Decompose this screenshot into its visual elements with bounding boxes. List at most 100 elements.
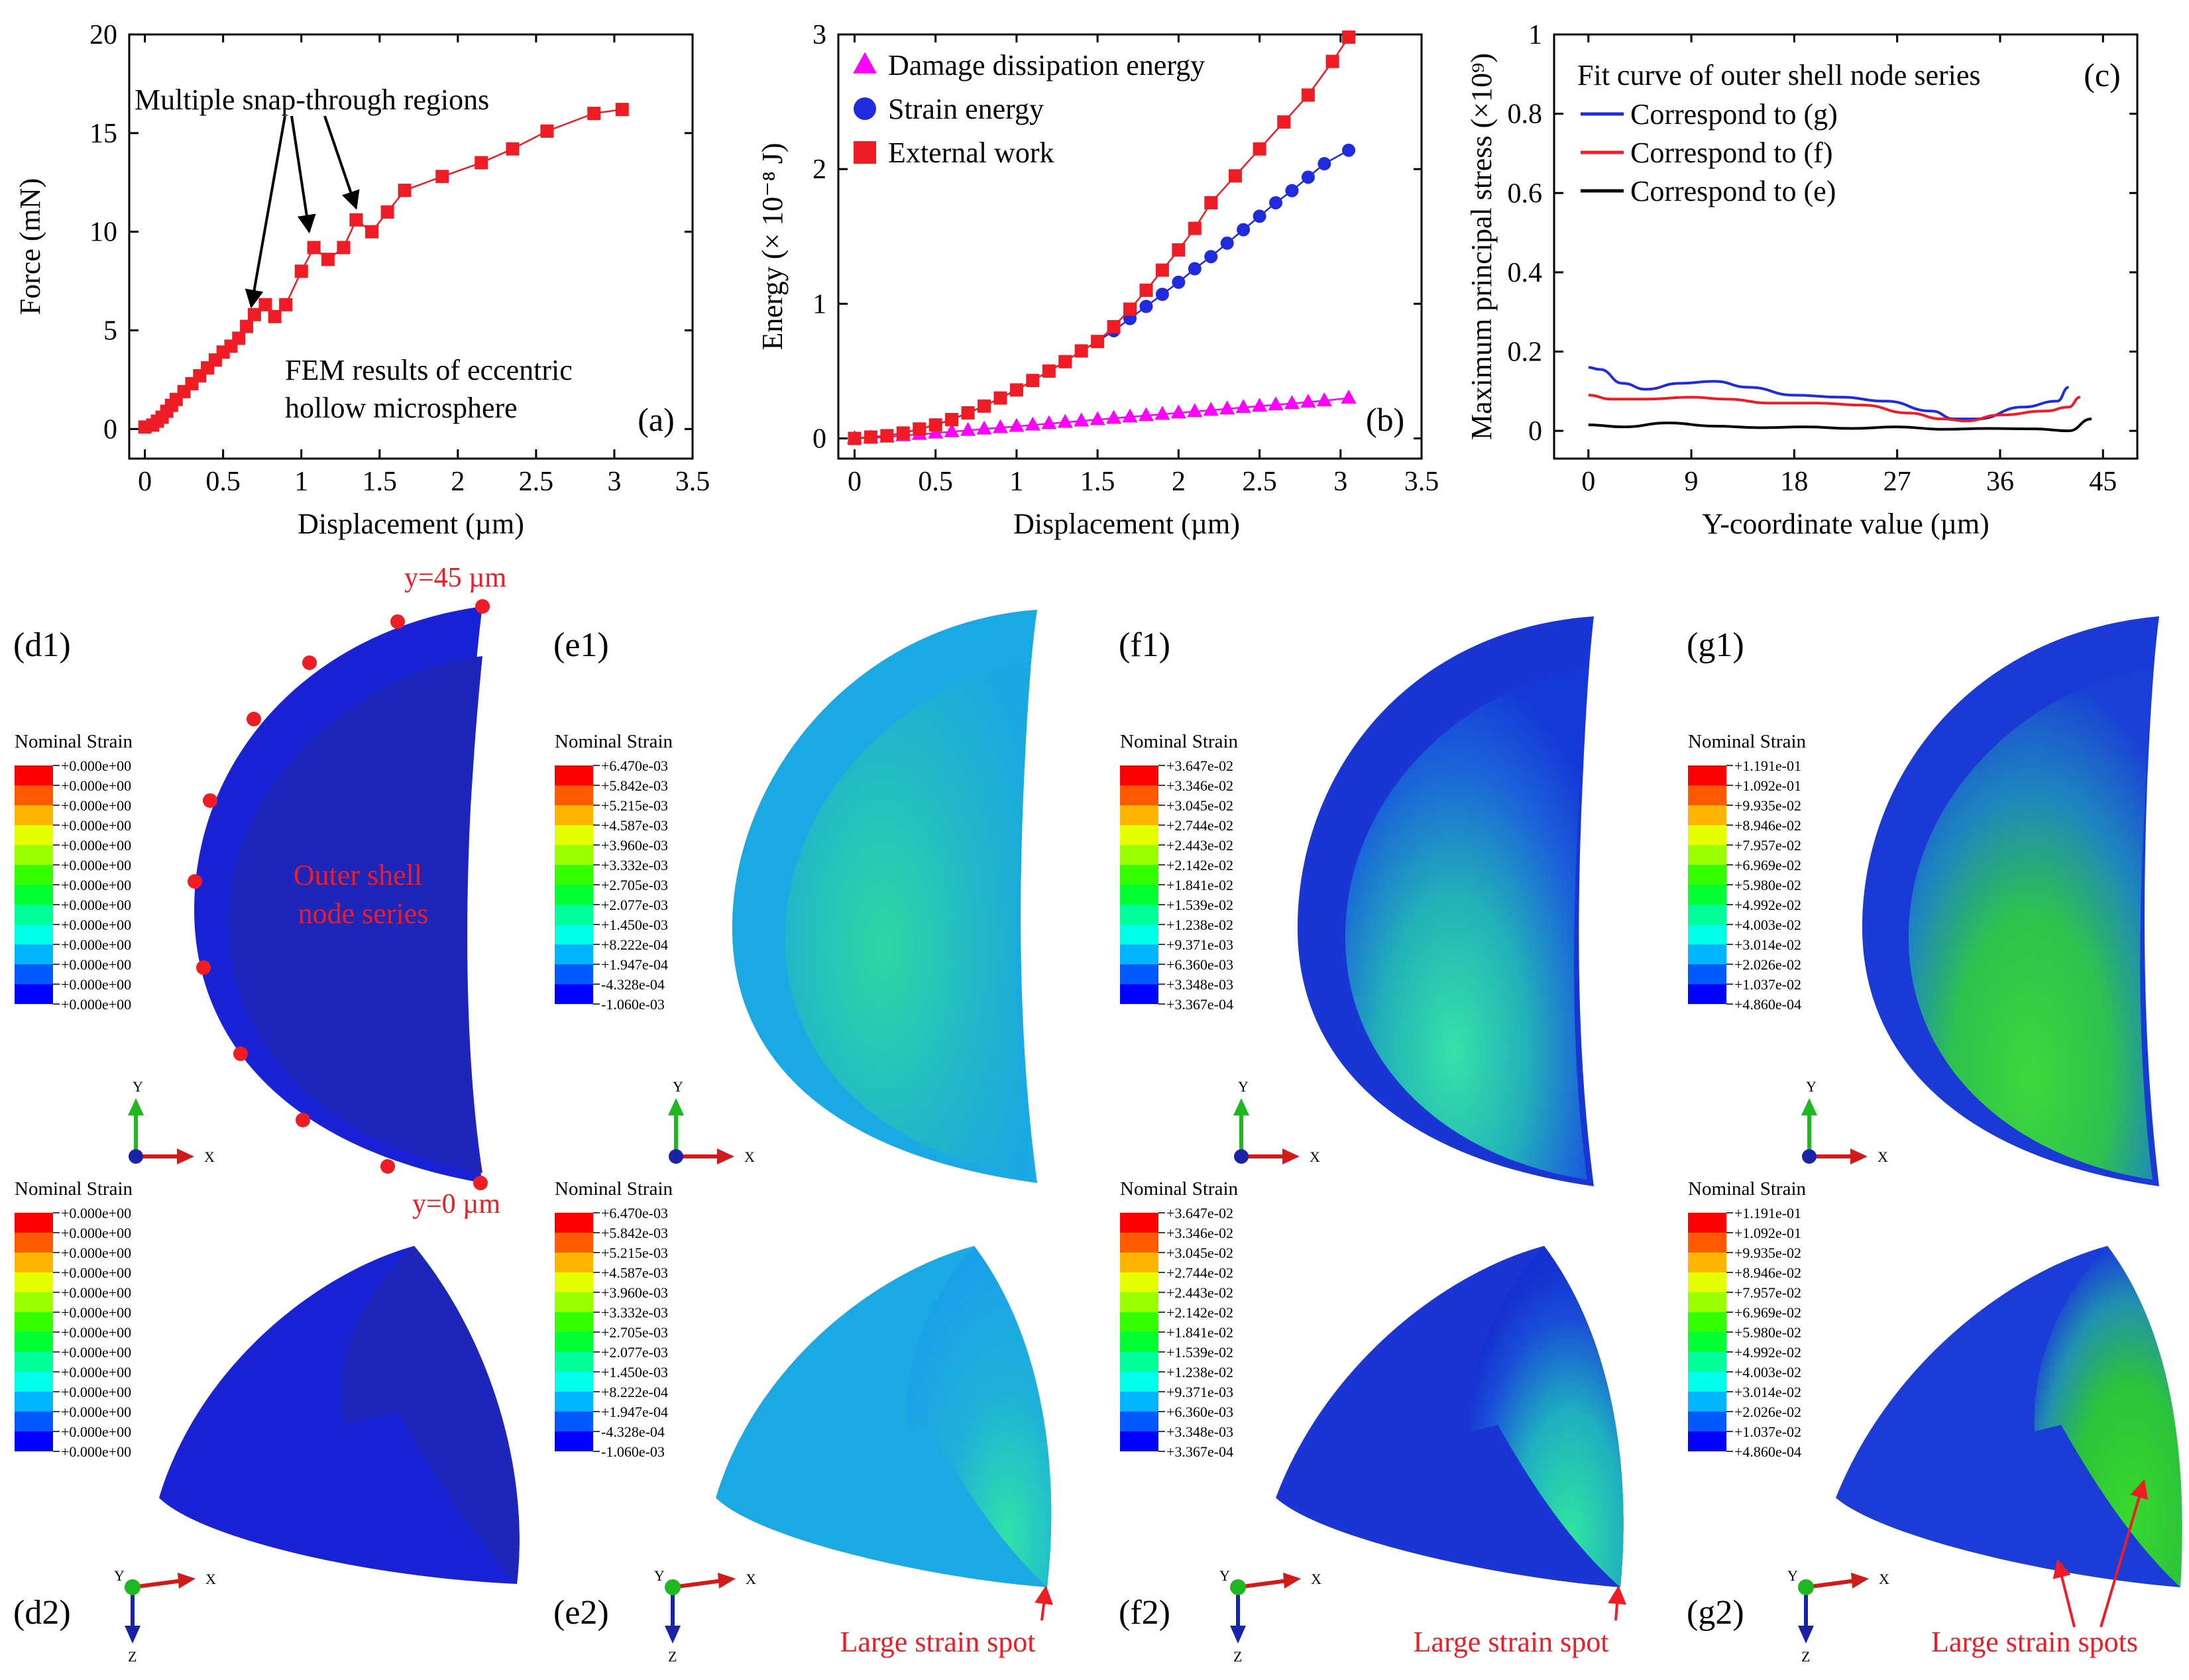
legend-title: Nominal Strain — [555, 731, 673, 752]
data-point — [1318, 157, 1331, 171]
triad-z-label: Z — [668, 1648, 677, 1665]
g2-shape — [1836, 1246, 2182, 1587]
colorbar-swatch — [1688, 1213, 1726, 1233]
colorbar-swatch — [1120, 1253, 1158, 1272]
origin-dot — [125, 1579, 140, 1595]
axis-triad: YX — [1233, 1078, 1320, 1165]
data-point — [1204, 250, 1218, 264]
x-tick-label: 9 — [1685, 467, 1699, 497]
f1-inner-surface — [1345, 669, 1587, 1180]
e1-inner-surface — [785, 663, 1031, 1176]
axis-triad: Y X Z — [114, 1567, 216, 1665]
colorbar-swatch — [1688, 1272, 1726, 1292]
f1-shape — [1297, 616, 1594, 1186]
data-point — [279, 298, 293, 311]
z-axis-head — [665, 1626, 681, 1644]
colorbar-swatch — [15, 845, 53, 865]
y-tick-label: 1 — [1528, 20, 1542, 50]
colorbar-swatch — [15, 924, 53, 944]
colorbar-value: +6.969e-02 — [1734, 1304, 1801, 1321]
legend-title: Nominal Strain — [1688, 731, 1807, 752]
panel-label: (f2) — [1119, 1594, 1170, 1632]
data-point — [398, 184, 412, 197]
data-point — [1204, 196, 1218, 209]
legend-title: Nominal Strain — [555, 1178, 673, 1200]
g1-shape — [1862, 616, 2159, 1186]
colorbar-value: +7.957e-02 — [1734, 1284, 1801, 1301]
series-correspond-to-e- — [1588, 418, 2092, 433]
colorbar-swatch — [555, 1431, 593, 1451]
colorbar-value: +0.000e+00 — [61, 877, 131, 893]
colorbar-value: +2.744e-02 — [1166, 817, 1233, 834]
panel-d1: (d1) Nominal Strain +0.000e+00 +0.000e+00 +0… — [13, 626, 215, 1165]
colorbar-swatch — [1688, 944, 1726, 964]
colorbar-value: +5.980e-02 — [1734, 1324, 1801, 1341]
triad-y-label: Y — [1238, 1078, 1249, 1095]
data-point — [1301, 88, 1315, 102]
colorbar-swatch — [1688, 1372, 1726, 1392]
data-point — [321, 252, 335, 266]
data-point — [587, 107, 601, 121]
colorbar-swatch — [1688, 825, 1726, 845]
colorbar-value: +3.346e-02 — [1166, 1225, 1233, 1241]
data-point — [880, 429, 894, 443]
triad-x-label: X — [204, 1148, 215, 1165]
x-axis-head — [178, 1573, 196, 1589]
chart-b-ticks: 0 0.5 1 1.5 2 2.5 3 3.5 0 1 2 3 — [813, 20, 1439, 497]
colorbar-value: +2.142e-02 — [1166, 857, 1233, 873]
triad-x-label: X — [1311, 1571, 1321, 1587]
y-axis-head — [1233, 1098, 1249, 1115]
x-axis-label: Displacement (µm) — [298, 508, 524, 540]
colorbar-swatch — [1688, 1352, 1726, 1372]
y-tick-label: 2 — [813, 154, 826, 185]
data-point — [853, 52, 877, 74]
colorbar-swatch — [1688, 1233, 1726, 1253]
legend-title: Nominal Strain — [1120, 1178, 1239, 1200]
triad-y-label: Y — [1806, 1078, 1817, 1095]
x-tick-label: 3 — [607, 467, 621, 497]
x-tick-label: 0 — [1581, 467, 1595, 497]
colorbar-value: +4.587e-03 — [601, 817, 668, 834]
colorbar-swatch — [1120, 1292, 1158, 1312]
data-point — [1268, 396, 1284, 410]
colorbar-value: +0.000e+00 — [61, 1324, 131, 1341]
data-point — [1090, 411, 1105, 425]
panel-g1: (g1) Nominal Strain +1.191e-01 +1.092e-01 +9… — [1687, 626, 1888, 1165]
x-tick-label: 1 — [1009, 467, 1023, 497]
colorbar-value: +1.092e-01 — [1734, 777, 1801, 794]
axis-triad: YX — [128, 1078, 215, 1165]
data-point — [1107, 319, 1121, 333]
colorbar-value: -4.328e-04 — [601, 976, 665, 993]
colorbar-swatch — [1120, 845, 1158, 865]
g2-spot-annotation: Large strain spots — [1931, 1479, 2149, 1658]
colorbar-value: +2.077e-03 — [601, 897, 668, 913]
colorbar-swatch — [555, 785, 593, 805]
colorbar-value: +1.191e-01 — [1734, 1205, 1801, 1221]
colorbar-swatch — [15, 964, 53, 984]
data-point — [1252, 398, 1268, 412]
colorbar-swatch — [555, 964, 593, 984]
y-tick-label: 10 — [89, 217, 117, 248]
x-tick-label: 45 — [2089, 467, 2117, 497]
x-tick-label: 1 — [294, 467, 308, 497]
colorbar-swatch — [1120, 805, 1158, 825]
colorbar-value: +6.969e-02 — [1734, 857, 1801, 873]
colorbar-swatch — [1688, 964, 1726, 984]
colorbar-value: +0.000e+00 — [61, 757, 131, 774]
data-point — [992, 419, 1008, 433]
colorbar-value: +3.348e-03 — [1166, 976, 1233, 993]
colorbar-value: +4.860e-04 — [1734, 1443, 1801, 1460]
data-point — [1106, 410, 1122, 424]
colorbar-swatch — [1120, 885, 1158, 905]
colorbar-value: +1.539e-02 — [1166, 897, 1233, 913]
chart-b-series — [846, 30, 1357, 445]
data-point — [1188, 262, 1202, 276]
colorbar-value: +0.000e+00 — [61, 996, 131, 1013]
triad-z-label: Z — [1233, 1648, 1242, 1665]
colorbar-value: +0.000e+00 — [61, 1384, 131, 1400]
colorbar-value: +5.980e-02 — [1734, 877, 1801, 893]
colorbar-value: +3.045e-02 — [1166, 797, 1233, 814]
colorbar-value: +1.539e-02 — [1166, 1344, 1233, 1361]
d1-shape — [194, 606, 482, 1183]
x-tick-label: 0 — [138, 467, 152, 497]
